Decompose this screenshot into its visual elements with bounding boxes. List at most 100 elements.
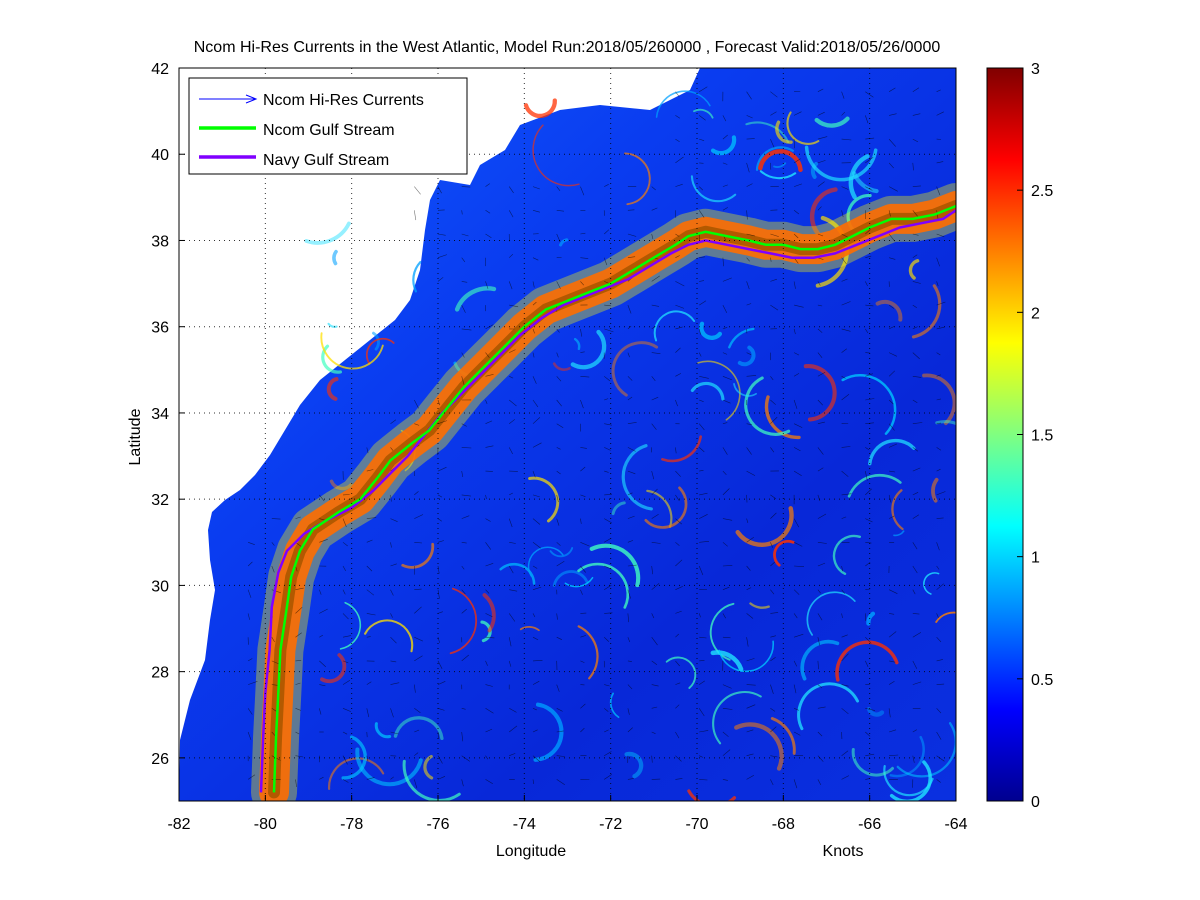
eddy-filament (365, 337, 395, 365)
current-arrow (888, 162, 894, 169)
current-arrow (627, 470, 636, 475)
current-arrow (936, 89, 941, 92)
current-arrow (793, 708, 800, 711)
current-arrow (390, 613, 393, 618)
current-arrow (509, 589, 518, 592)
y-tick-label: 42 (151, 61, 169, 78)
current-arrow (485, 779, 493, 784)
y-tick-label: 36 (151, 320, 169, 337)
current-arrow (651, 565, 653, 575)
eddy-filament (559, 238, 569, 247)
current-arrow (508, 447, 513, 455)
current-arrow (603, 636, 610, 642)
current-arrow (889, 754, 899, 756)
current-arrow (699, 755, 704, 758)
eddy-filament (699, 321, 723, 340)
current-arrow (865, 588, 871, 590)
current-arrow (841, 653, 849, 662)
current-arrow (651, 396, 659, 401)
current-arrow (722, 586, 730, 590)
eddy-filament (611, 501, 626, 516)
current-arrow (936, 352, 941, 356)
eddy-filament (847, 473, 902, 498)
current-arrow (342, 660, 349, 664)
current-arrow (936, 301, 946, 306)
eddy-filament (611, 341, 659, 397)
current-arrow (722, 422, 728, 424)
eddy-filament (499, 562, 536, 585)
eddy-filament (653, 310, 696, 342)
current-arrow (390, 708, 394, 718)
current-arrow (437, 611, 443, 614)
eddy-filament (893, 530, 905, 537)
eddy-filament (734, 722, 784, 771)
current-arrow (342, 542, 348, 547)
current-arrow (342, 679, 351, 685)
current-arrow (817, 304, 823, 307)
current-arrow (556, 186, 561, 191)
current-arrow (390, 542, 392, 548)
current-arrow (319, 684, 326, 687)
current-arrow (556, 561, 565, 567)
current-arrow (794, 183, 802, 187)
current-arrow (793, 447, 801, 452)
current-arrow (936, 779, 941, 783)
current-arrow (532, 470, 536, 478)
current-arrow (461, 210, 463, 215)
current-arrow (532, 399, 539, 408)
x-tick-label: -70 (685, 816, 708, 833)
eddy-filament (327, 757, 385, 790)
current-arrow (865, 731, 871, 737)
current-arrow (817, 731, 823, 737)
current-arrow (271, 589, 281, 594)
current-arrow (888, 304, 894, 309)
current-arrow (675, 399, 678, 407)
current-arrow (627, 209, 635, 211)
eddy-filament (712, 691, 762, 745)
current-arrow (580, 257, 589, 259)
eddy-filament (800, 639, 840, 681)
current-arrow (556, 730, 564, 733)
current-arrow (722, 565, 733, 567)
current-arrow (817, 352, 823, 358)
current-arrow (414, 542, 423, 544)
current-arrow (675, 138, 680, 142)
current-arrow (888, 423, 895, 431)
current-arrow (247, 774, 256, 780)
current-arrow (604, 328, 614, 333)
current-arrow (770, 416, 778, 424)
current-arrow (485, 708, 494, 714)
current-arrow (912, 729, 918, 733)
current-arrow (865, 281, 868, 287)
current-arrow (580, 466, 586, 472)
current-arrow (627, 540, 634, 543)
current-arrow (461, 755, 470, 762)
current-arrow (865, 304, 874, 307)
current-arrow (793, 328, 796, 335)
eddy-filament (401, 542, 435, 569)
current-arrow (675, 778, 683, 780)
current-arrow (746, 637, 749, 647)
current-arrow (817, 88, 824, 92)
current-arrow (532, 755, 541, 763)
current-arrow (485, 233, 492, 238)
current-arrow (912, 162, 914, 171)
current-arrow (722, 749, 731, 756)
eddy-filament (710, 650, 744, 672)
current-arrow (627, 589, 631, 599)
current-arrow (556, 542, 561, 546)
current-arrow (675, 304, 685, 309)
current-arrow (342, 779, 349, 783)
current-arrow (342, 731, 348, 735)
current-arrow (556, 281, 561, 289)
current-arrow (936, 659, 943, 662)
current-arrow (793, 613, 798, 619)
plot-frame (178, 67, 957, 802)
current-arrow (793, 779, 798, 789)
current-arrow (841, 348, 847, 353)
current-arrow (295, 606, 303, 614)
current-arrow (841, 394, 850, 401)
current-arrow (580, 376, 590, 378)
current-arrow (865, 636, 872, 644)
current-arrow (580, 518, 582, 524)
